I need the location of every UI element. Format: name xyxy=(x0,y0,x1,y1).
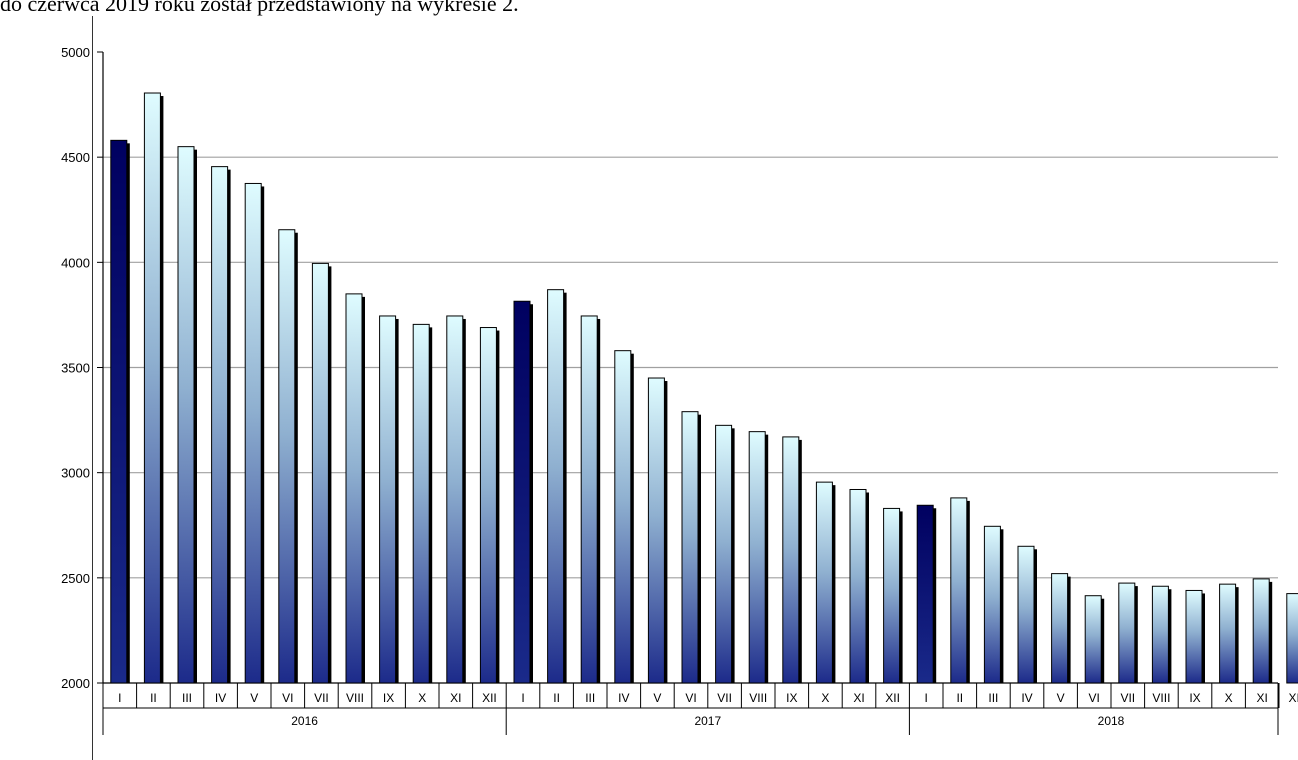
x-tick-label: XII xyxy=(885,691,900,705)
bar xyxy=(446,315,464,684)
bar xyxy=(1118,582,1136,684)
bar xyxy=(1185,589,1203,684)
x-tick-label: VIII xyxy=(346,691,364,705)
year-label: 2016 xyxy=(291,714,318,728)
bar xyxy=(614,350,632,684)
bar xyxy=(479,327,497,684)
bar xyxy=(748,431,766,684)
page-left-rule xyxy=(92,16,93,760)
x-tick-label: I xyxy=(521,691,524,705)
y-tick-label: 4500 xyxy=(61,150,90,165)
x-tick-label: I xyxy=(925,691,928,705)
x-tick-label: IX xyxy=(786,691,797,705)
bar xyxy=(1084,595,1102,684)
bar xyxy=(1219,583,1237,684)
x-tick-label: X xyxy=(418,691,426,705)
bar xyxy=(815,481,833,684)
bar xyxy=(849,488,867,684)
bar xyxy=(1017,545,1035,684)
x-tick-label: IV xyxy=(1021,691,1032,705)
bar xyxy=(1051,573,1069,684)
bar xyxy=(983,525,1001,684)
bar xyxy=(513,300,531,684)
caption-text: do czerwca 2019 roku został przedstawion… xyxy=(0,0,519,16)
bar xyxy=(110,139,128,684)
bar xyxy=(379,315,397,684)
x-tick-label: III xyxy=(585,691,595,705)
x-tick-label: VI xyxy=(282,691,293,705)
x-tick-label: IX xyxy=(383,691,394,705)
x-tick-label: II xyxy=(150,691,157,705)
x-tick-label: I xyxy=(118,691,121,705)
x-tick-label: XI xyxy=(450,691,461,705)
x-tick-label: III xyxy=(988,691,998,705)
x-tick-label: VI xyxy=(1089,691,1100,705)
x-tick-label: IX xyxy=(1189,691,1200,705)
bar xyxy=(211,166,229,684)
y-tick-label: 2000 xyxy=(61,676,90,691)
x-tick-label: X xyxy=(821,691,829,705)
y-tick-label: 2500 xyxy=(61,571,90,586)
x-tick-label: VII xyxy=(314,691,329,705)
bar xyxy=(950,497,968,684)
x-tick-label: V xyxy=(653,691,661,705)
bar xyxy=(782,436,800,684)
bar xyxy=(1286,593,1298,684)
x-tick-label: IV xyxy=(215,691,226,705)
x-tick-label: X xyxy=(1225,691,1233,705)
bar xyxy=(412,323,430,684)
bar xyxy=(244,182,262,684)
y-tick-label: 5000 xyxy=(61,45,90,60)
x-tick-label: VII xyxy=(717,691,732,705)
bar xyxy=(278,229,296,684)
bar xyxy=(311,262,329,684)
bar xyxy=(580,315,598,684)
x-tick-label: XI xyxy=(853,691,864,705)
x-tick-label: VI xyxy=(685,691,696,705)
bar xyxy=(916,504,934,684)
x-tick-label: XII xyxy=(1288,691,1298,705)
y-tick-label: 3500 xyxy=(61,361,90,376)
bar xyxy=(647,377,665,684)
bars xyxy=(110,92,1298,684)
x-tick-label: III xyxy=(182,691,192,705)
bar xyxy=(1151,585,1169,684)
x-tick-label: II xyxy=(956,691,963,705)
x-tick-label: VII xyxy=(1120,691,1135,705)
x-tick-label: V xyxy=(250,691,258,705)
bar xyxy=(177,146,195,684)
x-tick-label: II xyxy=(553,691,560,705)
bar xyxy=(1252,578,1270,684)
x-tick-label: XII xyxy=(482,691,497,705)
bar xyxy=(883,507,901,684)
year-label: 2018 xyxy=(1098,714,1125,728)
bar xyxy=(345,293,363,684)
bar xyxy=(547,289,565,684)
bar xyxy=(681,411,699,684)
y-tick-label: 3000 xyxy=(61,466,90,481)
year-label: 2017 xyxy=(694,714,721,728)
x-tick-label: VIII xyxy=(749,691,767,705)
x-tick-label: V xyxy=(1057,691,1065,705)
y-tick-label: 4000 xyxy=(61,255,90,270)
x-tick-label: IV xyxy=(618,691,629,705)
x-tick-label: VIII xyxy=(1152,691,1170,705)
bar xyxy=(715,424,733,684)
bar xyxy=(143,92,161,684)
x-tick-label: XI xyxy=(1257,691,1268,705)
